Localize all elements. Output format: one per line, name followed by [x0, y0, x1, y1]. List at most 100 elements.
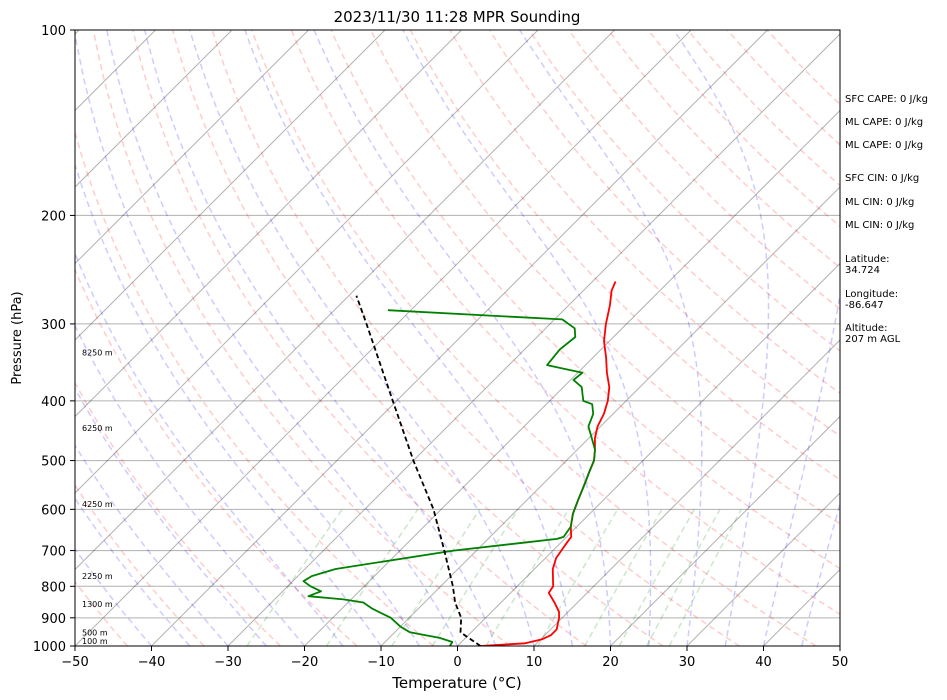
sounding-parameter: ML CAPE: 0 J/kg [845, 117, 923, 128]
x-tick-label: −50 [61, 655, 88, 670]
moist-adiabat [673, 30, 770, 646]
x-axis-label: Temperature (°C) [391, 674, 521, 692]
x-tick-label: 10 [526, 655, 543, 670]
dewpoint-line [302, 309, 596, 646]
moist-adiabat [106, 30, 459, 646]
height-label: 8250 m [82, 349, 113, 358]
sounding-profiles [302, 281, 617, 646]
dry-adiabat [211, 30, 740, 646]
y-axis: 1000 900 800 700 600 500 400 300 200 100 [33, 24, 75, 655]
chart-title: 2023/11/30 11:28 MPR Sounding [334, 8, 581, 26]
dry-adiabat [75, 129, 434, 646]
moist-adiabat [75, 547, 153, 646]
mixing-ratio-line [584, 508, 663, 646]
height-label: 500 m [82, 628, 108, 637]
dry-adiabat [647, 30, 840, 228]
dry-adiabat [528, 30, 840, 352]
isotherm [75, 30, 462, 418]
moist-adiabat [519, 30, 703, 646]
moist-adiabat [75, 443, 229, 646]
moist-adiabat [402, 30, 652, 646]
moist-adiabat [189, 30, 535, 646]
mixing-ratio-line [485, 508, 570, 646]
y-tick-label: 300 [41, 318, 66, 333]
x-tick-label: 40 [755, 655, 772, 670]
dry-adiabat [171, 30, 664, 646]
dry-adiabat [488, 30, 840, 395]
dry-adiabat [607, 30, 840, 269]
mixing-ratio-line [246, 508, 343, 646]
y-tick-label: 600 [41, 503, 66, 518]
y-tick-label: 200 [41, 209, 66, 224]
isotherm [0, 30, 3, 646]
dry-adiabat [687, 30, 840, 187]
isotherm [75, 30, 539, 494]
isotherm [75, 30, 692, 646]
dry-adiabat [290, 30, 840, 616]
dry-adiabat [75, 483, 205, 646]
isotherm [610, 415, 840, 646]
isotherm [75, 30, 615, 571]
mixing-ratio-lines [246, 508, 742, 646]
y-tick-label: 100 [41, 24, 66, 39]
dry-adiabats [75, 30, 840, 646]
parcel-line [355, 295, 482, 646]
height-label: 2250 m [82, 572, 113, 581]
mixing-ratio-line [645, 508, 721, 646]
sounding-parameter: Altitude: 207 m AGL [845, 323, 901, 345]
isotherm [75, 30, 233, 188]
sounding-parameter: Latitude: 34.724 [845, 254, 890, 276]
dry-adiabat [132, 30, 587, 646]
height-label: 6250 m [82, 424, 113, 433]
isotherm [533, 339, 840, 646]
y-tick-label: 400 [41, 395, 66, 410]
height-label: 4250 m [82, 500, 113, 509]
isotherm [457, 262, 840, 646]
background-lines [0, 30, 840, 646]
moist-adiabat [75, 30, 420, 646]
moist-adiabat [75, 251, 344, 646]
sounding-parameter: ML CIN: 0 J/kg [845, 220, 914, 231]
y-tick-label: 700 [41, 545, 66, 560]
sounding-parameter: ML CIN: 0 J/kg [845, 197, 914, 208]
isotherm [151, 30, 768, 646]
dry-adiabat [449, 30, 840, 438]
y-tick-label: 1000 [33, 640, 66, 655]
sounding-parameter: SFC CAPE: 0 J/kg [845, 94, 928, 105]
isotherm [304, 109, 840, 646]
temperature-line [480, 281, 617, 646]
x-axis: −50 −40 −30 −20 −10 0 10 20 30 40 50 [61, 646, 848, 670]
y-axis-label: Pressure (hPa) [10, 291, 25, 384]
mixing-ratio-line [618, 508, 695, 646]
sounding-parameter: SFC CIN: 0 J/kg [845, 173, 919, 184]
moist-adiabat [75, 162, 382, 646]
dry-adiabat [92, 30, 511, 646]
isotherms [0, 30, 840, 646]
isotherm [380, 186, 840, 646]
height-label: 1300 m [82, 600, 113, 609]
dry-adiabat [75, 381, 281, 646]
dry-adiabat [370, 30, 840, 525]
mixing-ratio-line [537, 508, 619, 646]
sounding-parameter: Longitude: -86.647 [845, 289, 898, 311]
y-tick-label: 800 [41, 580, 66, 595]
moist-adiabat [313, 30, 612, 646]
isotherm [75, 30, 386, 341]
x-tick-label: 30 [679, 655, 696, 670]
mixing-ratio-line [431, 508, 519, 646]
mixing-ratio-line [668, 508, 742, 646]
x-tick-label: 50 [832, 655, 849, 670]
sounding-parameter: ML CAPE: 0 J/kg [845, 140, 923, 151]
x-tick-label: −10 [367, 655, 394, 670]
y-tick-label: 500 [41, 455, 66, 470]
mixing-ratio-line [325, 508, 419, 646]
y-tick-label: 900 [41, 612, 66, 627]
dry-adiabat [409, 30, 840, 481]
isotherm [75, 30, 309, 265]
moist-adiabats [75, 30, 840, 646]
height-label: 100 m [82, 637, 108, 646]
x-tick-label: 0 [453, 655, 461, 670]
isotherm [227, 33, 840, 646]
